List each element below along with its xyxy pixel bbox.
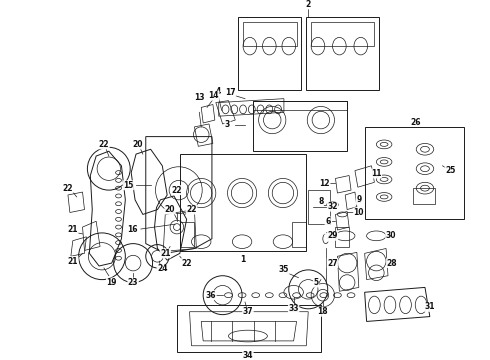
Text: 35: 35 — [279, 265, 289, 274]
Bar — [253, 100, 347, 110]
Text: 11: 11 — [371, 169, 382, 178]
Text: 22: 22 — [172, 186, 182, 195]
Text: 17: 17 — [225, 88, 236, 97]
Text: 37: 37 — [243, 307, 253, 316]
Text: 22: 22 — [181, 258, 192, 267]
Bar — [308, 190, 330, 224]
Text: 7: 7 — [325, 232, 330, 241]
Bar — [336, 227, 349, 247]
Text: 22: 22 — [186, 205, 197, 214]
Text: 26: 26 — [410, 117, 420, 126]
Text: 5: 5 — [314, 278, 318, 287]
Text: 15: 15 — [123, 181, 133, 190]
Text: 32: 32 — [327, 202, 338, 211]
Text: 19: 19 — [106, 278, 117, 287]
Text: 21: 21 — [68, 225, 78, 234]
Text: 24: 24 — [157, 264, 168, 273]
Text: 3: 3 — [225, 121, 230, 130]
Bar — [177, 305, 321, 352]
Bar — [243, 22, 296, 46]
Text: 13: 13 — [194, 93, 204, 102]
Text: 33: 33 — [289, 304, 299, 313]
Text: 21: 21 — [68, 257, 78, 266]
Text: 21: 21 — [160, 249, 171, 258]
Text: 25: 25 — [445, 166, 456, 175]
Text: 34: 34 — [243, 351, 253, 360]
Text: 6: 6 — [325, 217, 330, 226]
Text: 22: 22 — [98, 140, 109, 149]
Text: 29: 29 — [327, 231, 338, 240]
Text: 23: 23 — [128, 278, 138, 287]
Text: 18: 18 — [318, 307, 328, 316]
Text: 28: 28 — [387, 258, 397, 267]
Text: 9: 9 — [356, 195, 362, 204]
Bar — [180, 154, 306, 251]
Text: 20: 20 — [165, 205, 175, 214]
Text: 30: 30 — [386, 231, 396, 240]
Text: 31: 31 — [425, 302, 435, 311]
Text: 22: 22 — [63, 184, 73, 193]
Bar — [180, 222, 195, 247]
Text: 12: 12 — [319, 179, 330, 188]
Text: 36: 36 — [206, 291, 216, 300]
Text: 2: 2 — [306, 0, 311, 9]
Bar — [253, 100, 347, 151]
Bar — [306, 17, 379, 90]
Text: 27: 27 — [327, 258, 338, 267]
Text: 10: 10 — [354, 208, 364, 217]
Text: 4: 4 — [216, 87, 221, 96]
Bar — [311, 22, 374, 46]
Bar — [413, 188, 435, 204]
Bar — [238, 17, 301, 90]
Bar — [365, 127, 464, 219]
Text: 16: 16 — [127, 225, 137, 234]
Text: 8: 8 — [318, 197, 323, 206]
Text: 14: 14 — [209, 91, 219, 100]
Text: 1: 1 — [241, 255, 245, 264]
Text: 20: 20 — [133, 140, 143, 149]
Bar — [292, 222, 306, 247]
